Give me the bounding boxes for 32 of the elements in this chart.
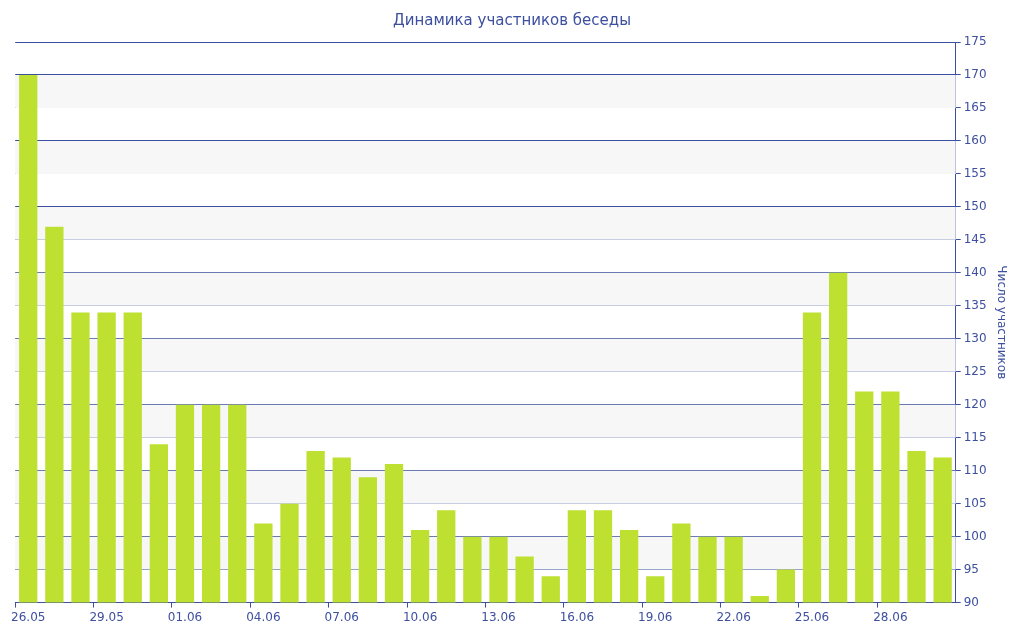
x-tick-label: 29.05	[89, 609, 124, 624]
y-tick-label: 145	[963, 231, 987, 246]
x-tick-label: 25.06	[794, 609, 830, 624]
y-tick-label: 110	[963, 462, 987, 477]
x-tick-label: 19.06	[638, 609, 673, 624]
y-tick-label: 100	[963, 528, 987, 543]
y-tick-label: 170	[963, 67, 987, 82]
y-axis-title: Число участников	[994, 265, 1009, 380]
y-tick-label: 115	[963, 429, 987, 444]
x-tick-label: 10.06	[402, 609, 438, 624]
y-tick-label: 105	[963, 495, 987, 510]
x-tick-label: 16.06	[559, 609, 595, 624]
y-tick-label: 120	[963, 396, 987, 411]
x-tick-label: 26.05	[11, 609, 46, 624]
x-tick-label: 13.06	[481, 609, 516, 624]
y-tick-label: 95	[963, 561, 979, 576]
y-tick-label: 140	[963, 264, 987, 279]
x-tick-label: 28.06	[873, 609, 908, 624]
y-tick-label: 125	[963, 363, 987, 378]
y-tick-label: 155	[963, 166, 987, 181]
x-tick-label: 04.06	[246, 609, 281, 624]
y-tick-label: 90	[963, 594, 979, 609]
x-tick-label: 01.06	[167, 609, 203, 624]
y-tick-label: 130	[963, 330, 987, 345]
x-tick-label: 07.06	[324, 609, 359, 624]
x-tick-label: 22.06	[716, 609, 751, 624]
y-tick-label: 165	[963, 100, 987, 115]
y-tick-label: 160	[963, 133, 987, 148]
y-tick-label: 135	[963, 297, 987, 312]
y-tick-label: 150	[963, 199, 987, 214]
y-tick-label: 175	[963, 34, 987, 49]
chart-title: Динамика участников беседы	[392, 10, 632, 29]
